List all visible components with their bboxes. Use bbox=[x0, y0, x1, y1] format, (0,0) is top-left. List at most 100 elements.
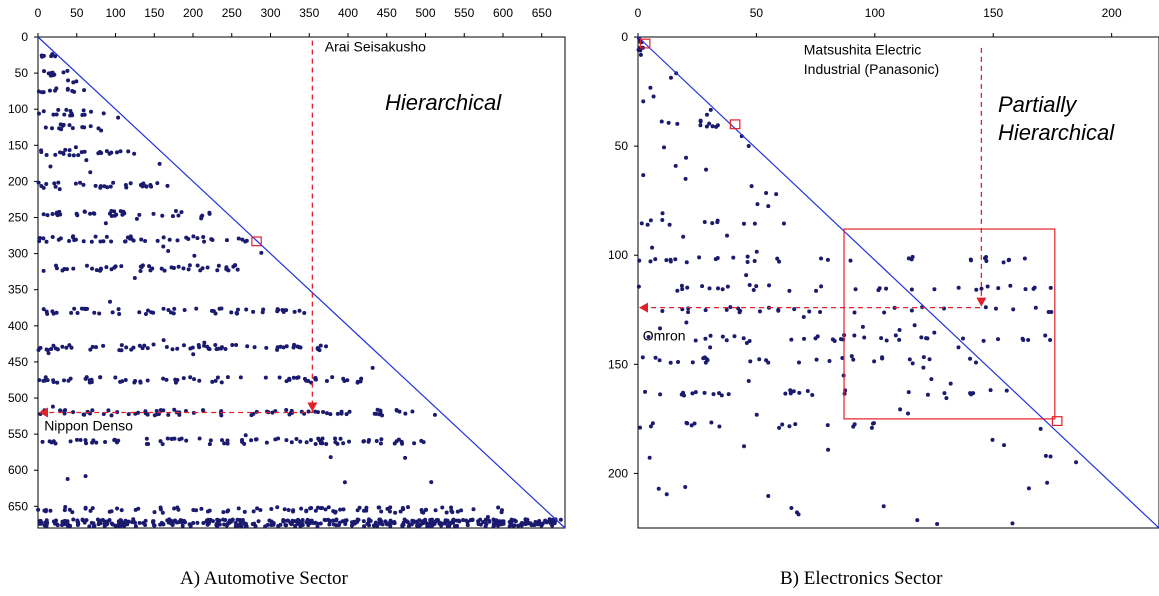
data-point bbox=[134, 216, 139, 221]
data-point bbox=[731, 255, 736, 260]
data-point bbox=[112, 209, 117, 214]
data-point bbox=[929, 377, 934, 382]
data-point bbox=[653, 257, 658, 262]
data-point bbox=[179, 210, 184, 215]
data-point bbox=[51, 343, 56, 348]
data-point bbox=[789, 337, 794, 342]
data-point bbox=[57, 187, 62, 192]
data-point bbox=[117, 311, 122, 316]
data-point bbox=[666, 120, 671, 125]
data-point bbox=[741, 336, 746, 341]
data-point bbox=[523, 517, 528, 522]
data-point bbox=[919, 335, 924, 340]
data-point bbox=[236, 506, 241, 511]
data-point bbox=[222, 441, 227, 446]
data-point bbox=[708, 345, 713, 350]
data-point bbox=[362, 439, 367, 444]
data-point bbox=[170, 436, 175, 441]
data-point bbox=[82, 88, 87, 93]
data-point bbox=[880, 356, 885, 361]
data-point bbox=[94, 440, 99, 445]
chart-title-automotive: Hierarchical bbox=[385, 90, 502, 115]
data-point bbox=[539, 522, 544, 527]
data-point bbox=[704, 124, 709, 129]
data-point bbox=[249, 413, 254, 418]
data-point bbox=[684, 260, 689, 265]
data-point bbox=[292, 309, 297, 314]
data-point bbox=[192, 253, 197, 258]
data-point bbox=[191, 520, 196, 525]
data-point bbox=[988, 388, 993, 393]
data-point bbox=[109, 239, 114, 244]
data-point bbox=[98, 239, 103, 244]
data-point bbox=[201, 408, 206, 413]
data-point bbox=[675, 121, 680, 126]
data-point bbox=[76, 153, 81, 158]
data-point bbox=[401, 520, 406, 525]
data-point bbox=[378, 517, 383, 522]
data-point bbox=[775, 256, 780, 261]
data-point bbox=[402, 517, 407, 522]
data-point bbox=[403, 411, 408, 416]
data-point bbox=[64, 345, 69, 350]
data-point bbox=[83, 505, 88, 510]
data-point bbox=[990, 437, 995, 442]
data-point bbox=[103, 439, 108, 444]
data-point bbox=[648, 85, 653, 90]
data-point bbox=[636, 284, 641, 289]
data-point bbox=[370, 365, 375, 370]
data-point bbox=[74, 437, 79, 442]
data-point bbox=[355, 380, 360, 385]
data-point bbox=[89, 239, 94, 244]
data-point bbox=[641, 173, 646, 178]
data-point bbox=[660, 308, 665, 313]
data-point bbox=[176, 520, 181, 525]
data-point bbox=[161, 244, 166, 249]
data-point bbox=[754, 249, 759, 254]
data-point bbox=[281, 310, 286, 315]
data-point bbox=[535, 520, 540, 525]
data-point bbox=[698, 123, 703, 128]
y-tick-label: 600 bbox=[8, 463, 28, 477]
data-point bbox=[118, 379, 123, 384]
overlay-automotive: Arai Seisakusho Nippon Denso bbox=[37, 36, 566, 529]
data-point bbox=[780, 422, 785, 427]
data-point bbox=[172, 306, 177, 311]
data-point bbox=[862, 335, 867, 340]
y-tick-label: 300 bbox=[8, 247, 28, 261]
data-point bbox=[925, 336, 930, 341]
data-point bbox=[194, 508, 199, 513]
data-point bbox=[338, 436, 343, 441]
data-point bbox=[93, 234, 98, 239]
data-point bbox=[184, 235, 189, 240]
data-point bbox=[485, 517, 490, 522]
data-point bbox=[51, 73, 56, 78]
data-point bbox=[82, 209, 87, 214]
data-point bbox=[745, 260, 750, 265]
data-point bbox=[50, 52, 55, 57]
data-point bbox=[744, 273, 749, 278]
data-point bbox=[1001, 260, 1006, 265]
data-point bbox=[88, 124, 93, 129]
data-point bbox=[56, 180, 61, 185]
data-point bbox=[223, 346, 228, 351]
data-point bbox=[1074, 460, 1079, 465]
data-point bbox=[956, 345, 961, 350]
highlight-box bbox=[251, 236, 262, 247]
data-point bbox=[51, 112, 56, 117]
data-point bbox=[645, 222, 650, 227]
data-point bbox=[700, 284, 705, 289]
data-point bbox=[342, 480, 347, 485]
data-point bbox=[152, 510, 157, 515]
data-point bbox=[111, 180, 116, 185]
data-point bbox=[313, 377, 318, 382]
data-point bbox=[333, 436, 338, 441]
x-tick-label: 500 bbox=[415, 6, 435, 20]
data-point bbox=[751, 288, 756, 293]
data-point bbox=[72, 89, 77, 94]
data-point bbox=[1046, 310, 1051, 315]
y-tick-label: 200 bbox=[608, 466, 628, 480]
data-point bbox=[308, 438, 313, 443]
data-point bbox=[1048, 285, 1053, 290]
data-point bbox=[263, 375, 268, 380]
